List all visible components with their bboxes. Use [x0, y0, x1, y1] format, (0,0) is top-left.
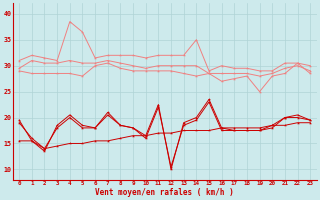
X-axis label: Vent moyen/en rafales ( km/h ): Vent moyen/en rafales ( km/h ) [95, 188, 234, 197]
